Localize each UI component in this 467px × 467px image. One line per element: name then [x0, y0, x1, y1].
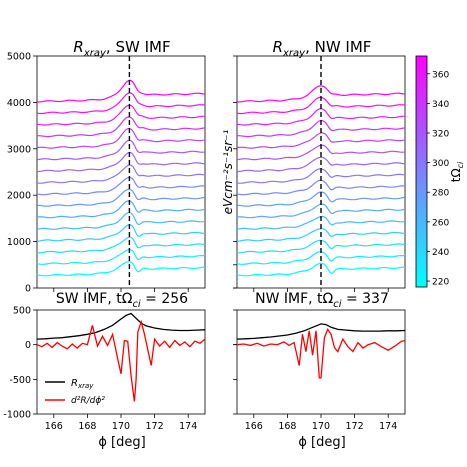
ytick-label: 1000 — [7, 237, 31, 248]
xtick-label: 170 — [312, 421, 330, 432]
colorbar-ticks: 220 240 260 280 300 320 340 360 — [427, 70, 449, 288]
xtick-label: 166 — [245, 421, 263, 432]
title-bottom-left: SW IMF, tΩci = 256 — [56, 291, 188, 310]
colorbar-label: tΩci — [449, 161, 465, 182]
panel-bottom-left: -1000 -500 0 500 166 168 170 172 174 — [3, 306, 206, 432]
series-line-12 — [37, 116, 206, 138]
colorbar-tick-label: 300 — [432, 159, 449, 169]
xtick-label: 170 — [112, 421, 130, 432]
colorbar-tick-label: 360 — [432, 70, 449, 80]
title-bottom-right: NW IMF, tΩci = 337 — [255, 291, 389, 310]
series-line-d2R — [236, 328, 406, 379]
legend-d2r-label: d²R/dϕ² — [71, 396, 105, 406]
title-top-left: Rxray, SW IMF — [73, 38, 170, 59]
ytick-label: 0 — [25, 340, 31, 351]
xtick-label: 174 — [379, 421, 397, 432]
plot-frame — [236, 309, 406, 415]
xtick-label: 168 — [278, 421, 296, 432]
series-line-6 — [236, 191, 406, 207]
series-line-15 — [37, 79, 206, 103]
xlabel-bottom-right: ϕ [deg] — [298, 435, 345, 450]
xtick-label: 172 — [146, 421, 164, 432]
colorbar-tick-label: 320 — [432, 130, 449, 140]
ytick-label: 500 — [13, 306, 31, 317]
colorbar — [415, 55, 428, 288]
series-line-7 — [36, 176, 206, 196]
xtick-label: 172 — [346, 421, 364, 432]
colorbar-tick-label: 280 — [432, 189, 449, 199]
xtick-label: 174 — [179, 421, 197, 432]
series-line-0 — [236, 262, 406, 277]
ytick-label: 3000 — [7, 144, 31, 155]
series-line-9 — [236, 156, 406, 173]
series-line-13 — [36, 104, 205, 126]
ytick-label: 2000 — [7, 191, 31, 202]
ytick-label: 5000 — [7, 52, 31, 63]
plot-frame — [36, 309, 206, 415]
title-top-right: Rxray, NW IMF — [273, 38, 372, 59]
panel-top-left: 0 1000 2000 3000 4000 5000 — [7, 52, 206, 295]
xtick-label: 168 — [78, 421, 96, 432]
series-line-5 — [36, 200, 206, 219]
panel-top-right — [233, 55, 406, 292]
colorbar-tick-label: 260 — [432, 218, 449, 228]
colorbar-tick-label: 340 — [432, 100, 449, 110]
colorbar-tick-label: 240 — [432, 248, 449, 258]
series-line-3 — [36, 223, 205, 242]
ylabel-top-right: eVcm⁻²s⁻¹sr⁻¹ — [221, 129, 235, 214]
series-line-R_xray — [236, 323, 406, 340]
series-line-9 — [36, 151, 206, 173]
series-line-10 — [36, 139, 206, 161]
legend: Rxray d²R/dϕ² — [45, 378, 105, 406]
series-line-R_xray — [36, 312, 206, 340]
ytick-label: -500 — [9, 375, 31, 386]
xtick-label: 166 — [45, 421, 63, 432]
series-line-4 — [36, 211, 206, 230]
series-line-11 — [36, 127, 206, 149]
series-line-14 — [36, 92, 206, 115]
series-line-d2R — [36, 319, 206, 402]
legend-rxray-label: Rxray — [71, 378, 94, 390]
series-line-6 — [36, 188, 206, 207]
series-line-15 — [237, 85, 406, 103]
series-line-8 — [36, 164, 206, 184]
panel-bottom-right: 166 168 170 172 174 — [233, 309, 406, 432]
ytick-label: 4000 — [7, 98, 31, 109]
colorbar-tick-label: 220 — [432, 278, 449, 288]
series-line-0 — [36, 261, 206, 277]
ytick-label: 0 — [25, 284, 31, 295]
series-line-1 — [36, 249, 206, 265]
series-line-2 — [36, 236, 206, 254]
xlabel-bottom-left: ϕ [deg] — [98, 435, 145, 450]
ytick-label: -1000 — [3, 410, 31, 421]
